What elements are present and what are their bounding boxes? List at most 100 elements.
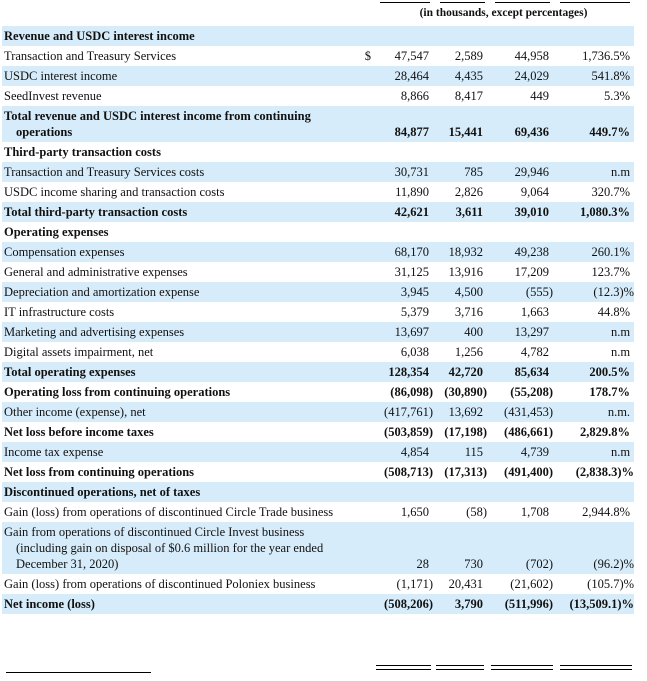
value-cell: (503,859)	[384, 425, 433, 439]
row-label: Transaction and Treasury Services	[4, 49, 177, 63]
cell	[357, 422, 375, 442]
value-cell: 6,038	[400, 345, 429, 359]
value-cell: 85,634	[487, 362, 553, 382]
value-cell: 15,441	[433, 106, 487, 142]
value-cell: 4,435	[433, 66, 487, 86]
value-cell: (21,602)	[510, 577, 553, 591]
value-cell: 30,731	[375, 162, 433, 182]
table-row: Gain (loss) from operations of discontin…	[2, 502, 634, 522]
row-label: Discontinued operations, net of taxes	[2, 482, 635, 502]
row-label: Total revenue and USDC interest income f…	[2, 106, 357, 142]
value-cell: n.m	[553, 322, 635, 342]
value-cell: 20,431	[448, 577, 483, 591]
value-cell: 13,297	[487, 322, 553, 342]
value-cell: (417,761)	[375, 402, 433, 422]
row-label: Total third-party transaction costs	[2, 202, 357, 222]
value-cell: 449.7%	[553, 106, 635, 142]
value-cell: 13,692	[433, 402, 487, 422]
table-row: Transaction and Treasury Services costs 3…	[2, 162, 635, 182]
cell	[357, 442, 375, 462]
value-cell: (431,453)	[487, 402, 553, 422]
value-cell: 2,829.8%	[580, 425, 631, 439]
value-cell: 1,650	[400, 505, 429, 519]
rule	[495, 2, 550, 3]
cell	[357, 382, 375, 402]
table-row: Operating loss from continuing operation…	[2, 382, 634, 402]
cell	[357, 522, 375, 574]
table-row: Third-party transaction costs	[2, 142, 634, 162]
value-cell: (511,996)	[487, 594, 553, 614]
table-row: Net loss before income taxes (503,859) (17…	[2, 422, 634, 442]
value-cell: 1,736.5%	[582, 49, 631, 63]
value-cell: 28,464	[375, 66, 433, 86]
table-row: Total revenue and USDC interest income f…	[2, 106, 635, 142]
cell	[357, 162, 375, 182]
value-cell: (12.3)%	[553, 282, 635, 302]
value-cell: 449	[530, 89, 549, 103]
table-row: Total third-party transaction costs 42,62…	[2, 202, 635, 222]
value-cell: n.m.	[553, 402, 635, 422]
row-label: Gain (loss) from operations of discontin…	[4, 577, 316, 591]
row-label: USDC interest income	[2, 66, 357, 86]
value-cell: 128,354	[375, 362, 433, 382]
value-cell: 84,877	[375, 106, 433, 142]
value-cell: 44.8%	[597, 305, 631, 319]
value-cell: (702)	[487, 522, 553, 574]
cell	[357, 594, 375, 614]
row-label: Operating expenses	[4, 225, 109, 239]
rule	[440, 2, 485, 3]
row-label: Net loss from continuing operations	[4, 465, 195, 479]
table-row: USDC interest income 28,464 4,435 24,029 541…	[2, 66, 635, 86]
value-cell: (96.2)%	[553, 522, 635, 574]
value-cell: 39,010	[487, 202, 553, 222]
income-table: Revenue and USDC interest income Transact…	[2, 26, 635, 614]
value-cell: 5,379	[400, 305, 429, 319]
table-row: USDC income sharing and transaction cost…	[2, 182, 634, 202]
footnote-rule	[6, 672, 151, 673]
double-rule	[560, 665, 632, 670]
double-rule	[436, 665, 484, 670]
value-cell: 13,916	[448, 265, 483, 279]
value-cell: 1,663	[520, 305, 549, 319]
row-label: Depreciation and amortization expense	[2, 282, 357, 302]
value-cell: 400	[433, 322, 487, 342]
value-cell: (555)	[487, 282, 553, 302]
value-cell: 200.5%	[553, 362, 635, 382]
row-label: Digital assets impairment, net	[4, 345, 154, 359]
value-cell: (2,838.3)%	[575, 465, 635, 479]
value-cell: 123.7%	[591, 265, 631, 279]
table-row: Income tax expense 4,854 115 4,739 n.m	[2, 442, 635, 462]
value-cell: 11,890	[395, 185, 429, 199]
header-rules	[360, 0, 632, 4]
row-label: Net income (loss)	[2, 594, 357, 614]
table-row: Net loss from continuing operations (508,…	[2, 462, 634, 482]
value-cell: 42,621	[375, 202, 433, 222]
value-cell: 785	[433, 162, 487, 182]
row-label: IT infrastructure costs	[4, 305, 115, 319]
value-cell: 541.8%	[553, 66, 635, 86]
value-cell: 42,720	[433, 362, 487, 382]
cell	[357, 242, 375, 262]
table-row: Compensation expenses 68,170 18,932 49,238 2…	[2, 242, 635, 262]
value-cell: 18,932	[433, 242, 487, 262]
cell	[357, 342, 375, 362]
row-label: Operating loss from continuing operation…	[4, 385, 231, 399]
table-row: Depreciation and amortization expense 3,9…	[2, 282, 635, 302]
row-label: Marketing and advertising expenses	[2, 322, 357, 342]
table-row: Marketing and advertising expenses 13,697…	[2, 322, 635, 342]
double-rule	[491, 665, 553, 670]
value-cell: 68,170	[375, 242, 433, 262]
value-cell: 320.7%	[591, 185, 631, 199]
currency-sign: $	[364, 49, 371, 63]
cell	[357, 182, 375, 202]
value-cell: (58)	[466, 505, 487, 519]
value-cell: (13,509.1)%	[553, 594, 635, 614]
cell	[357, 502, 375, 522]
table-row: Gain from operations of discontinued Cir…	[2, 522, 635, 574]
value-cell: n.m	[610, 345, 631, 359]
value-cell: 1,708	[520, 505, 549, 519]
value-cell: 17,209	[514, 265, 549, 279]
value-cell: 31,125	[394, 265, 429, 279]
row-label: Transaction and Treasury Services costs	[2, 162, 357, 182]
